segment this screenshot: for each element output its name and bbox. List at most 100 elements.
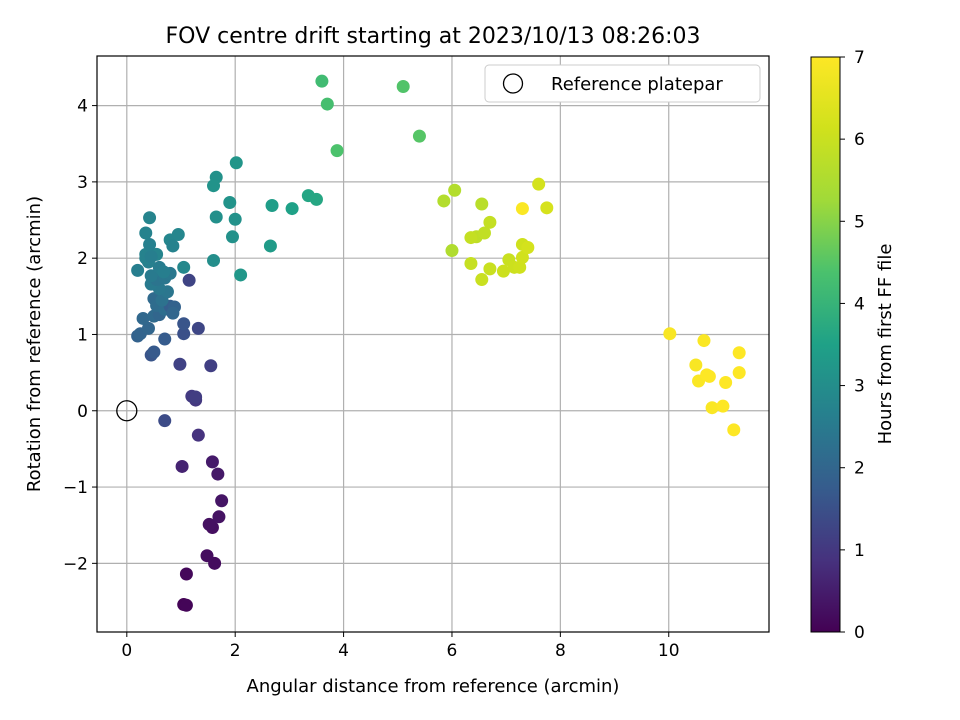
data-point [212, 510, 226, 524]
data-point [448, 183, 462, 197]
data-point [144, 269, 158, 283]
colorbar-tick-label: 7 [854, 48, 865, 68]
data-point [719, 376, 733, 390]
data-point [521, 240, 535, 254]
data-point [191, 321, 205, 335]
data-point [143, 237, 157, 251]
legend-box [484, 64, 761, 103]
reference-point [116, 400, 138, 422]
data-point [330, 144, 344, 158]
data-point [445, 244, 459, 258]
data-point [189, 390, 203, 404]
data-point [173, 357, 187, 371]
data-point [477, 226, 491, 240]
data-point [689, 358, 703, 372]
data-point [191, 428, 205, 442]
data-point [166, 306, 180, 320]
data-point [700, 368, 714, 382]
legend-marker [502, 73, 524, 94]
data-point [171, 228, 185, 242]
data-point [732, 366, 746, 380]
y-tick-label: 4 [77, 97, 88, 117]
reference-marker [116, 400, 138, 422]
data-point [464, 257, 478, 271]
data-point [263, 239, 277, 253]
data-point [483, 262, 497, 276]
y-tick-label: 3 [77, 173, 88, 193]
data-point [179, 598, 193, 612]
colorbar-tick-label: 2 [854, 459, 865, 479]
data-point [265, 199, 279, 213]
data-point [131, 263, 145, 277]
y-axis-label: Rotation from reference (arcmin) [24, 196, 45, 492]
data-point [320, 97, 334, 111]
y-tick-label: 2 [77, 249, 88, 269]
data-point [464, 231, 478, 245]
colorbar-ticks: 0 1 2 3 4 5 6 7 [840, 48, 865, 643]
chart-title: FOV centre drift starting at 2023/10/13 … [166, 24, 701, 49]
data-point [412, 129, 426, 143]
data-point [179, 567, 193, 581]
data-point [515, 250, 529, 264]
data-point [532, 177, 546, 191]
data-point [540, 201, 554, 215]
data-point [157, 265, 171, 279]
y-tick-label: 1 [77, 325, 88, 345]
x-axis-label: Angular distance from reference (arcmin) [247, 676, 620, 697]
data-point [207, 179, 221, 193]
y-axis-ticks: −2 −1 0 1 2 3 4 [63, 97, 97, 574]
data-point [396, 80, 410, 94]
data-point [207, 253, 221, 267]
data-point [136, 311, 150, 325]
data-point [147, 345, 161, 359]
data-point [225, 230, 239, 244]
data-point [143, 211, 157, 225]
data-point [158, 332, 172, 346]
data-point [177, 327, 191, 341]
data-point [177, 260, 191, 274]
colorbar-label: Hours from first FF file [875, 244, 896, 445]
colorbar [810, 56, 841, 633]
data-point [228, 212, 242, 226]
data-point [483, 215, 497, 229]
x-axis-ticks: 0 2 4 6 8 10 [121, 632, 680, 661]
data-point [716, 399, 730, 413]
data-point [727, 423, 741, 437]
plot-frame [96, 55, 770, 633]
data-point [663, 327, 677, 341]
colorbar-tick-label: 6 [854, 130, 865, 150]
y-tick-label: −1 [63, 478, 88, 498]
data-point [475, 273, 489, 287]
colorbar-tick-label: 4 [854, 294, 865, 314]
data-point [732, 346, 746, 360]
colorbar-tick-label: 3 [854, 377, 865, 397]
data-point [158, 414, 172, 428]
data-point [202, 517, 216, 531]
colorbar-tick-label: 5 [854, 212, 865, 232]
data-point [141, 321, 155, 335]
data-point [437, 194, 451, 208]
data-point [204, 359, 218, 373]
data-point [166, 239, 180, 253]
x-tick-label: 6 [447, 641, 458, 661]
data-point [223, 195, 237, 209]
data-point [211, 467, 225, 481]
colorbar-tick-label: 0 [854, 623, 865, 643]
y-tick-label: 0 [77, 402, 88, 422]
data-point [697, 334, 711, 348]
data-point [200, 549, 214, 563]
x-tick-label: 10 [658, 641, 680, 661]
legend: Reference platepar [484, 64, 761, 103]
data-point [475, 197, 489, 211]
data-point [496, 264, 510, 278]
data-point [177, 317, 191, 331]
data-point [215, 494, 229, 508]
data-point [144, 250, 158, 264]
data-point [205, 455, 219, 469]
data-point [285, 202, 299, 216]
scatter-points [131, 74, 746, 612]
x-tick-label: 8 [555, 641, 566, 661]
data-point [705, 401, 719, 415]
data-point [182, 273, 196, 287]
